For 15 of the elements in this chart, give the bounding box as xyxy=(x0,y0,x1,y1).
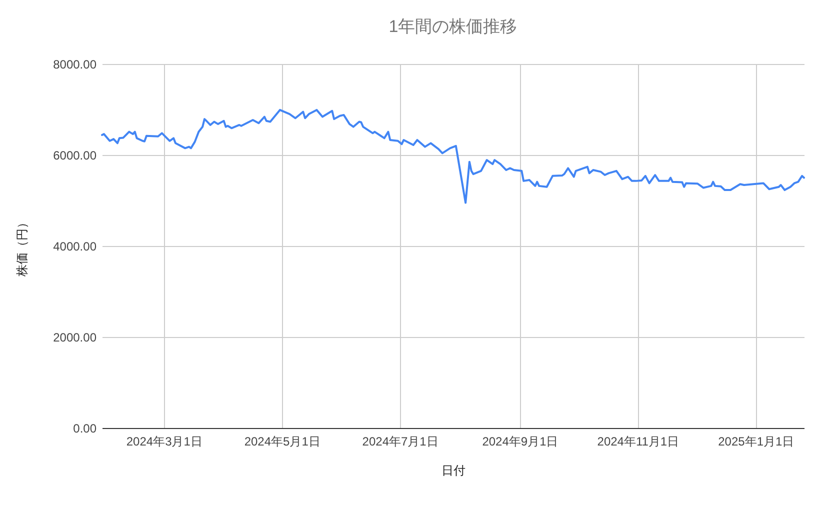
chart-title: 1年間の株価推移 xyxy=(388,17,518,36)
x-axis-title: 日付 xyxy=(442,464,466,478)
x-tick-label: 2024年7月1日 xyxy=(362,434,438,448)
y-tick-label: 8000.00 xyxy=(53,58,97,72)
y-tick-label: 0.00 xyxy=(73,422,97,436)
y-tick-label: 2000.00 xyxy=(53,330,97,344)
x-tick-label: 2024年11月1日 xyxy=(597,434,680,448)
x-tick-label: 2024年9月1日 xyxy=(482,434,558,448)
x-tick-label: 2025年1月1日 xyxy=(718,434,794,448)
y-axis-title: 株価（円） xyxy=(15,216,30,278)
y-tick-label: 4000.00 xyxy=(53,240,97,254)
y-tick-label: 6000.00 xyxy=(53,148,97,162)
x-tick-label: 2024年3月1日 xyxy=(126,434,202,448)
line-series xyxy=(101,108,805,204)
x-tick-label: 2024年5月1日 xyxy=(244,434,320,448)
